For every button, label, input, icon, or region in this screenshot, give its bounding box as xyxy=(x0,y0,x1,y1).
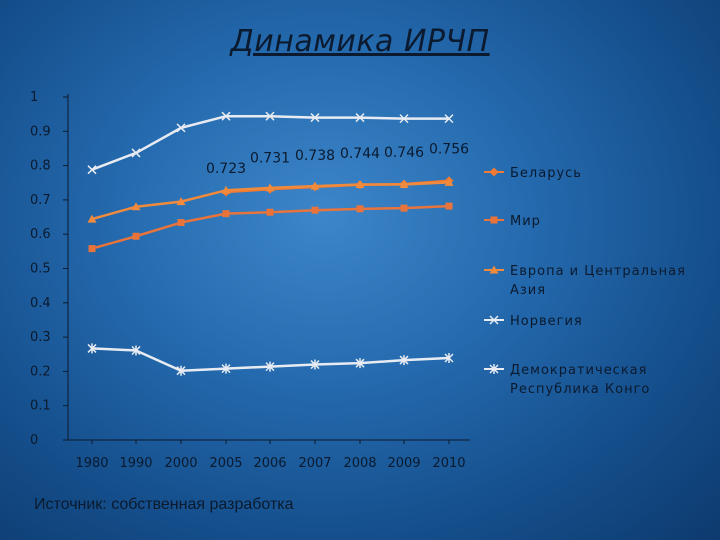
legend-marker xyxy=(490,216,498,224)
legend-marker xyxy=(489,315,499,325)
legend-marker xyxy=(489,265,499,274)
data-point xyxy=(132,232,140,240)
data-label: 0.744 xyxy=(340,146,380,162)
data-point xyxy=(265,361,275,372)
data-point xyxy=(177,219,185,227)
data-point xyxy=(221,111,231,121)
data-point xyxy=(131,148,141,158)
x-tick-label: 2000 xyxy=(164,456,197,471)
x-tick-label: 1990 xyxy=(119,456,152,471)
y-tick-label: 1 xyxy=(30,90,38,105)
y-tick-label: 0 xyxy=(30,433,38,448)
data-point xyxy=(310,181,320,190)
series-3 xyxy=(87,111,454,175)
data-point xyxy=(176,365,186,376)
legend-label: Беларусь xyxy=(510,166,582,181)
data-point xyxy=(444,353,454,364)
data-point xyxy=(87,214,97,223)
series-4 xyxy=(87,343,454,376)
data-point xyxy=(444,114,454,124)
legend-item-0: Беларусь xyxy=(484,166,582,181)
chart-axes: 0 0.1 0.2 0.3 0.4 0.5 0.6 0.7 0.8 0.9 1 1980 1990 200… xyxy=(30,90,470,471)
legend-marker xyxy=(489,364,499,374)
data-point xyxy=(265,111,275,121)
x-tick-label: 2009 xyxy=(387,456,420,471)
legend-label: Азия xyxy=(510,283,546,298)
data-label: 0.731 xyxy=(250,150,290,166)
y-tick-label: 0.3 xyxy=(30,330,51,345)
legend-label: Европа и Центральная xyxy=(510,264,686,279)
data-point xyxy=(131,202,141,211)
data-label: 0.746 xyxy=(384,145,424,161)
source-note: Источник: собственная разработка xyxy=(34,496,294,513)
y-tick-label: 0.7 xyxy=(30,193,51,208)
data-point xyxy=(221,363,231,374)
legend-item-2: Европа и Центральная Азия xyxy=(484,264,686,298)
x-tick-label: 2010 xyxy=(432,456,465,471)
legend-label: Мир xyxy=(510,214,541,229)
data-point xyxy=(444,177,454,186)
y-tick-label: 0.2 xyxy=(30,364,51,379)
legend-item-1: Мир xyxy=(484,214,541,229)
y-tick-label: 0.4 xyxy=(30,296,51,311)
series-2 xyxy=(87,177,454,223)
data-point xyxy=(356,205,364,213)
legend-label: Норвегия xyxy=(510,314,583,329)
x-tick-label: 2008 xyxy=(343,456,376,471)
data-point xyxy=(311,206,319,214)
data-label: 0.756 xyxy=(429,142,469,158)
legend-marker xyxy=(489,167,499,177)
data-point xyxy=(310,113,320,123)
data-label: 0.738 xyxy=(295,148,335,164)
legend-label: Демократическая xyxy=(510,363,647,378)
data-point xyxy=(131,345,141,356)
data-point xyxy=(87,165,97,175)
data-point xyxy=(221,185,231,194)
legend-item-3: Норвегия xyxy=(484,314,583,329)
legend-label: Республика Конго xyxy=(510,382,650,397)
data-point xyxy=(176,123,186,133)
data-point xyxy=(265,183,275,192)
slide-title: Динамика ИРЧП xyxy=(230,24,490,59)
x-tick-label: 2007 xyxy=(298,456,331,471)
data-point xyxy=(355,113,365,123)
x-tick-label: 1980 xyxy=(75,456,108,471)
data-point xyxy=(445,202,453,210)
data-point xyxy=(88,245,96,253)
data-label: 0.723 xyxy=(206,161,246,177)
data-point xyxy=(176,197,186,206)
legend-item-4: Демократическая Республика Конго xyxy=(484,363,650,397)
data-point xyxy=(87,343,97,354)
y-tick-label: 0.6 xyxy=(30,227,51,242)
y-tick-label: 0.8 xyxy=(30,159,51,174)
data-point xyxy=(222,210,230,218)
x-tick-label: 2005 xyxy=(209,456,242,471)
data-point xyxy=(355,179,365,188)
data-point xyxy=(355,358,365,369)
series-1 xyxy=(88,202,453,253)
chart-series xyxy=(87,111,454,376)
chart-legend: Беларусь Мир Европа и Центральная Азия Норве… xyxy=(484,166,686,397)
data-point xyxy=(266,208,274,216)
data-point xyxy=(399,355,409,366)
y-tick-label: 0.1 xyxy=(30,399,51,414)
data-point xyxy=(399,114,409,124)
data-point xyxy=(400,204,408,212)
y-tick-label: 0.5 xyxy=(30,262,51,277)
data-point xyxy=(310,359,320,370)
y-tick-label: 0.9 xyxy=(30,124,51,139)
x-tick-label: 2006 xyxy=(253,456,286,471)
data-point xyxy=(399,179,409,188)
